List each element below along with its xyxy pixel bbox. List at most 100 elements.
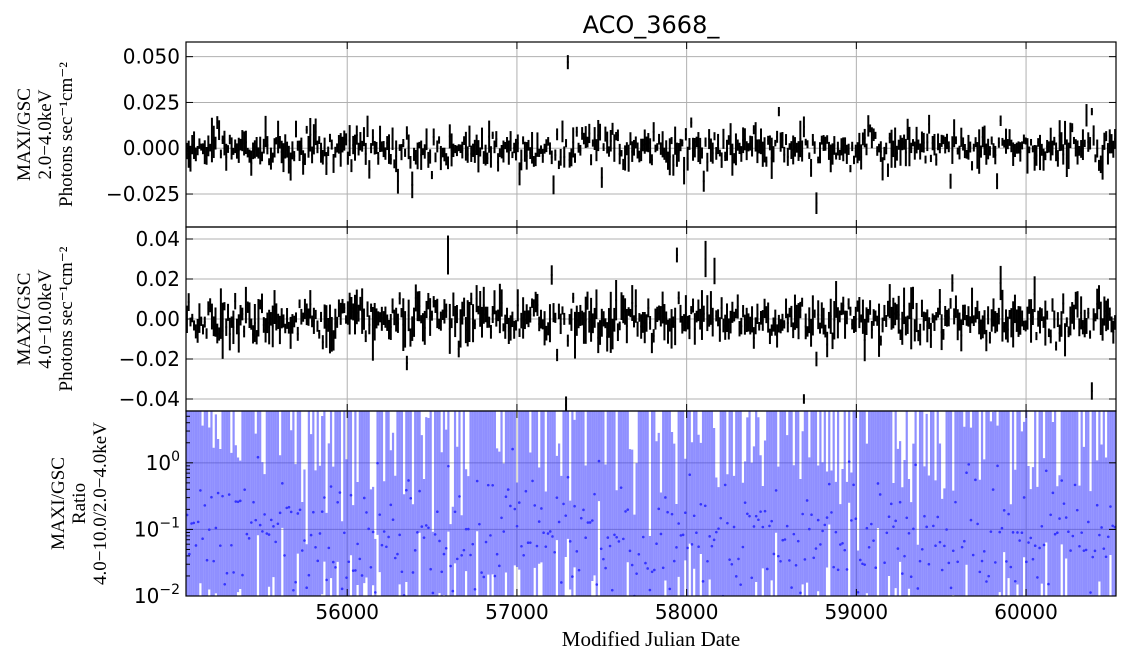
ratio-point <box>965 471 968 475</box>
ratio-point <box>1084 548 1088 552</box>
ratio-point <box>1031 557 1035 561</box>
ratio-point <box>595 583 599 586</box>
ratio-point <box>1062 502 1066 505</box>
ratio-point <box>254 518 258 522</box>
ratio-point <box>343 531 346 535</box>
ratio-point <box>312 510 315 514</box>
ratio-point <box>644 561 647 565</box>
ratio-point <box>207 528 211 531</box>
ratio-point <box>263 513 266 516</box>
ratio-point <box>959 602 962 605</box>
ratio-point <box>278 511 282 515</box>
ratio-point <box>285 506 289 510</box>
ratio-point <box>710 544 714 548</box>
ratio-point <box>455 557 459 561</box>
ratio-point <box>723 483 727 487</box>
ratio-point <box>675 546 678 549</box>
ratio-point <box>393 556 397 560</box>
y-tick-label: 0.04 <box>135 227 180 251</box>
ratio-point <box>604 566 607 570</box>
ratio-point <box>801 512 804 516</box>
ratio-point <box>1098 533 1101 537</box>
ratio-point <box>1009 565 1013 569</box>
panel-top: −0.025 0.000 0.025 0.050 MAXI/GSC 2.0−4.0keV P… <box>14 41 1117 228</box>
ratio-point <box>951 549 955 553</box>
ratio-point <box>969 518 973 522</box>
ratio-point <box>792 532 796 536</box>
y-tick-label: 10−2 <box>134 582 180 608</box>
ratio-point <box>967 463 971 466</box>
ratio-point <box>292 588 295 592</box>
ratio-point <box>345 576 348 579</box>
ratio-point <box>287 505 291 509</box>
y-axis-label-line: Photons sec⁻¹cm⁻² <box>56 62 77 207</box>
ratio-point <box>1073 483 1077 487</box>
ratio-point <box>750 576 754 580</box>
ratio-point <box>493 574 497 578</box>
ratio-point <box>276 522 280 526</box>
ratio-point <box>774 489 778 492</box>
ratio-point <box>230 543 233 547</box>
ratio-point <box>517 501 521 504</box>
y-tick-label: 0.000 <box>123 136 180 160</box>
ratio-point <box>872 539 875 542</box>
ratio-point <box>1011 531 1015 534</box>
ratio-point <box>666 510 669 514</box>
y-tick-label: 0.00 <box>135 307 180 331</box>
y-axis-label-line: MAXI/GSC <box>14 273 35 366</box>
panel-middle: −0.04 −0.02 0.00 0.02 0.04 MAXI/GSC 4.0−10.0ke… <box>14 226 1117 412</box>
ratio-point <box>320 510 324 513</box>
ratio-point <box>469 553 472 557</box>
ratio-point <box>920 547 924 551</box>
ratio-point <box>630 563 634 567</box>
ratio-point <box>743 501 747 504</box>
ratio-point <box>602 557 605 561</box>
ratio-point <box>540 507 543 510</box>
ratio-point <box>362 496 366 500</box>
ratio-point <box>883 561 886 565</box>
ratio-point <box>655 542 658 546</box>
ratio-point <box>478 522 481 526</box>
plot-frame <box>185 410 1117 597</box>
x-tick-label: 60000 <box>994 600 1058 624</box>
ratio-point <box>684 511 687 515</box>
ratio-point <box>641 535 645 539</box>
ratio-point <box>241 573 244 577</box>
ratio-point <box>447 464 450 468</box>
ratio-point <box>730 562 734 566</box>
ratio-point <box>444 547 448 550</box>
ratio-point <box>1022 496 1026 499</box>
y-axis-label-line: 4.0−10.0keV <box>35 269 56 369</box>
ratio-point <box>467 527 470 531</box>
ratio-point <box>887 515 891 518</box>
ratio-point <box>433 533 437 536</box>
ratio-point <box>489 534 492 537</box>
ratio-point <box>205 558 209 562</box>
ratio-point <box>225 571 229 575</box>
ratio-point <box>314 545 317 549</box>
ratio-point <box>1056 531 1059 534</box>
ratio-point <box>1087 520 1090 524</box>
ratio-point <box>436 510 439 514</box>
ratio-point <box>894 519 897 523</box>
ratio-point <box>396 552 399 556</box>
ratio-point <box>458 495 461 498</box>
ratio-point <box>593 492 596 496</box>
ratio-point <box>305 586 308 590</box>
ratio-point <box>637 553 641 556</box>
ratio-point <box>354 569 357 572</box>
ratio-point <box>256 455 260 459</box>
ratio-point <box>548 530 552 533</box>
ratio-point <box>856 590 860 594</box>
ratio-point <box>347 560 351 564</box>
ratio-point <box>531 479 534 483</box>
ratio-point <box>1078 544 1081 548</box>
ratio-point <box>732 525 736 529</box>
ratio-point <box>949 586 953 590</box>
ratio-point <box>1000 526 1004 530</box>
ratio-point <box>1109 505 1112 508</box>
ratio-point <box>524 489 528 493</box>
ratio-point <box>232 571 235 574</box>
ratio-point <box>770 519 773 523</box>
y-axis-label-line: Photons sec⁻¹cm⁻² <box>56 246 77 391</box>
